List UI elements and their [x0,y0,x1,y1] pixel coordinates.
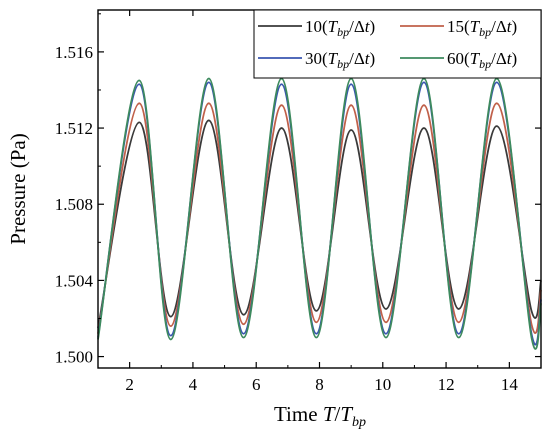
x-tick-label: 6 [252,375,261,394]
y-tick-label: 1.508 [55,195,93,214]
legend-label-60: 60(Tbp/Δt) [447,49,517,71]
x-axis-title: Time T/Tbp [274,402,366,430]
x-tick-label: 10 [374,375,391,394]
y-axis-ticks: 1.500 1.504 1.508 1.512 1.516 [55,13,541,367]
plot-lines [97,77,542,350]
x-tick-label: 14 [501,375,519,394]
x-tick-label: 8 [315,375,324,394]
x-tick-label: 12 [438,375,455,394]
legend-label-10: 10(Tbp/Δt) [305,17,375,39]
legend-label-15: 15(Tbp/Δt) [447,17,517,39]
y-tick-label: 1.504 [55,271,94,290]
legend-box [253,9,542,79]
y-tick-label: 1.500 [55,348,93,367]
y-tick-label: 1.516 [55,43,93,62]
legend-label-30: 30(Tbp/Δt) [305,49,375,71]
series-line-3 [97,77,542,350]
x-tick-label: 4 [189,375,198,394]
x-tick-label: 2 [125,375,134,394]
y-axis-title: Pressure (Pa) [6,133,30,244]
legend: 10(Tbp/Δt) 15(Tbp/Δt) 30(Tbp/Δt) 60(Tbp/… [253,9,542,79]
y-tick-label: 1.512 [55,119,93,138]
